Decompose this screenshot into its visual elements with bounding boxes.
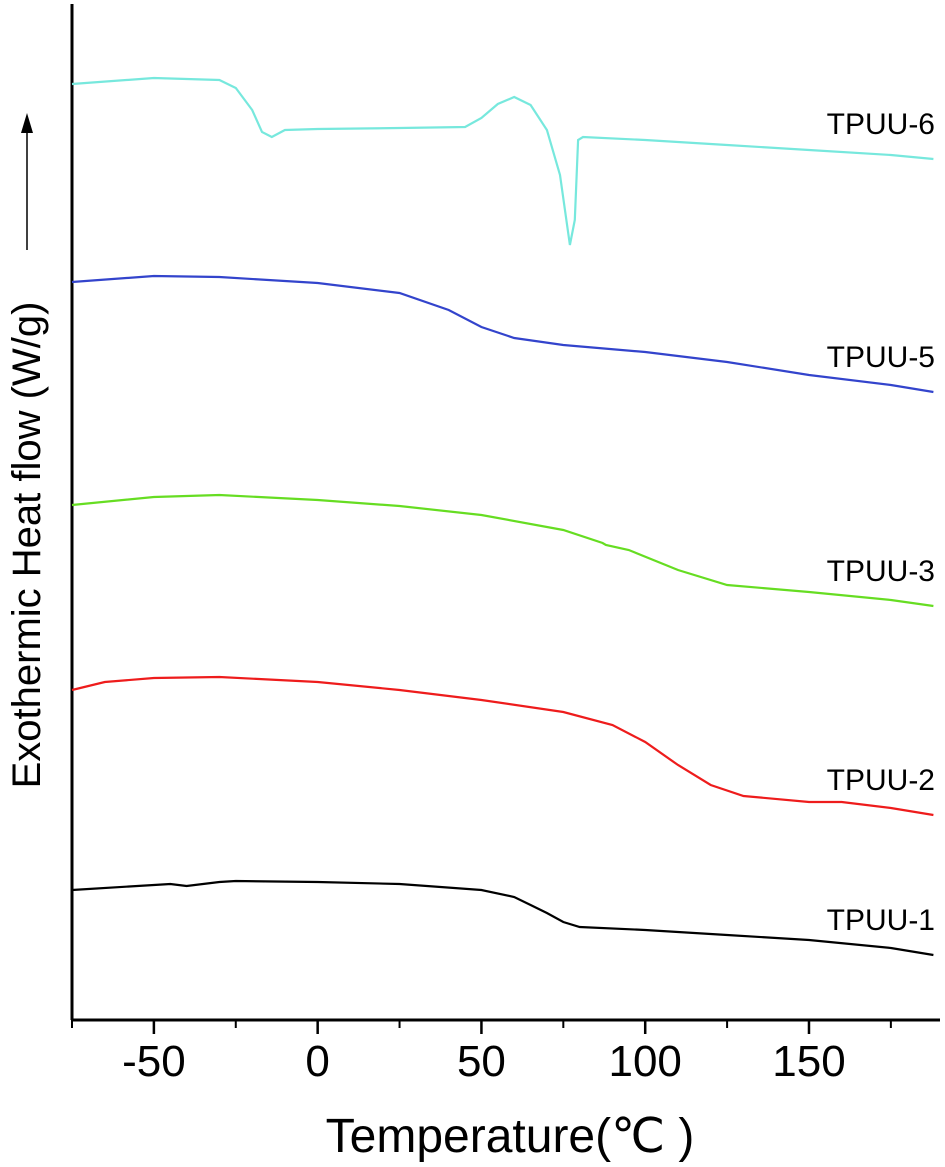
series-label: TPUU-2 [827,764,935,797]
x-tick-label: 50 [457,1037,506,1086]
x-axis-label: Temperature(℃ ) [326,1110,695,1163]
series-line [71,274,934,394]
series-label: TPUU-3 [827,555,935,588]
series-line [71,493,934,608]
series-line [71,879,934,957]
y-arrow-head [21,113,33,133]
x-tick-label: -50 [122,1037,186,1086]
x-tick-label: 0 [305,1037,329,1086]
x-tick-label: 100 [608,1037,681,1086]
series-label: TPUU-1 [827,904,935,937]
x-tick-label: 150 [772,1037,845,1086]
series-label: TPUU-6 [827,108,935,141]
series-line [71,76,934,246]
series-label: TPUU-5 [827,341,935,374]
y-axis-label: Exothermic Heat flow (W/g) [5,302,49,789]
series-line [71,675,934,817]
